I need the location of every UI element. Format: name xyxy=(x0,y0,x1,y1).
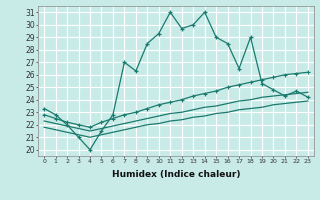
X-axis label: Humidex (Indice chaleur): Humidex (Indice chaleur) xyxy=(112,170,240,179)
